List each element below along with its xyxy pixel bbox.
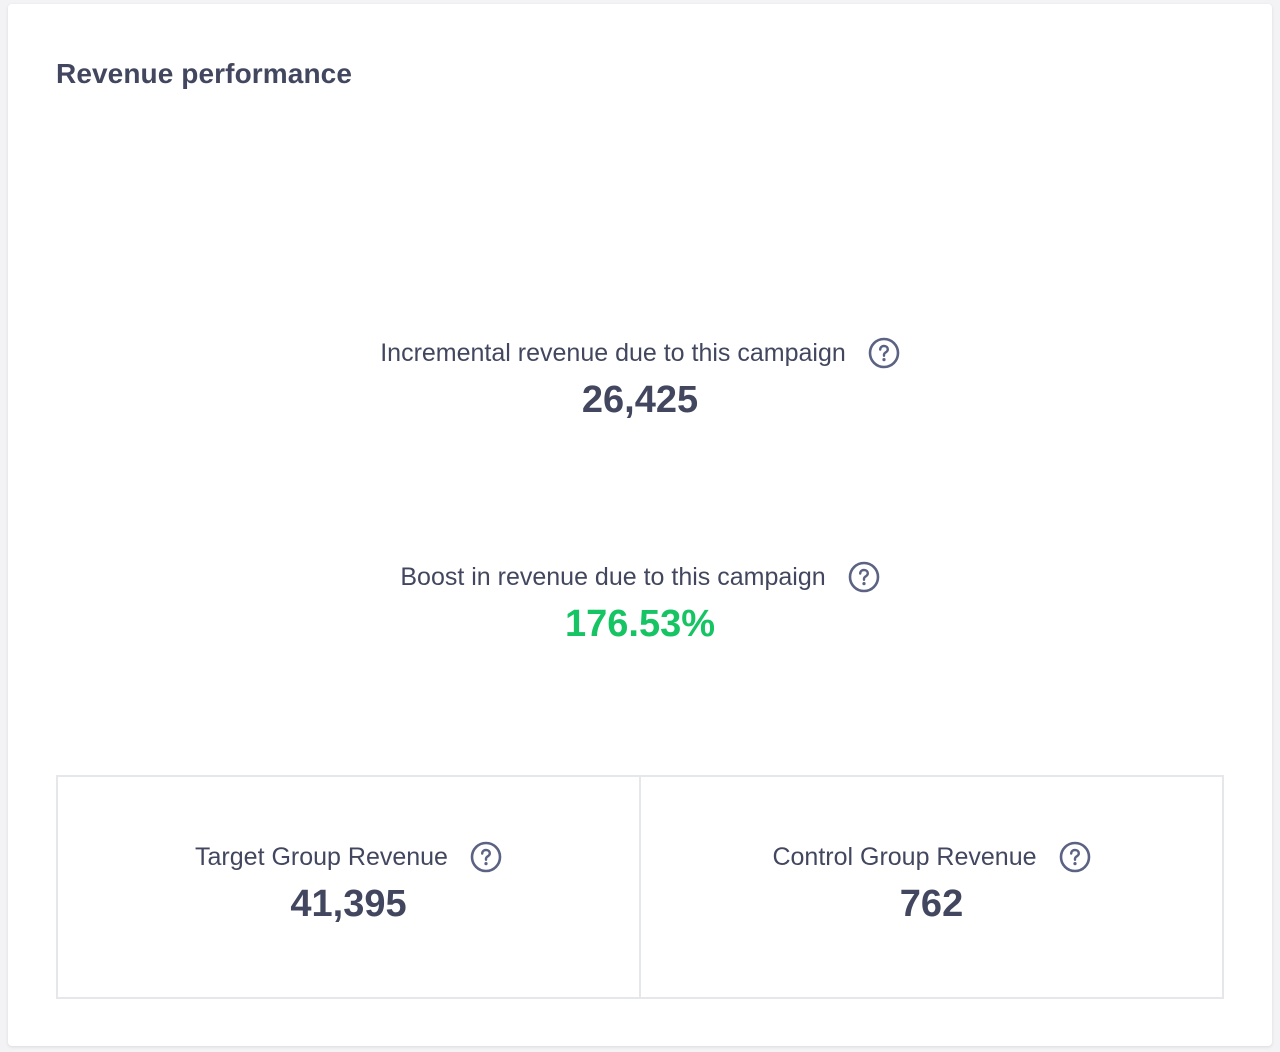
control-group-value: 762	[899, 883, 964, 925]
help-circle-icon[interactable]	[470, 841, 502, 873]
help-circle-icon[interactable]	[868, 337, 900, 369]
incremental-revenue-value: 26,425	[581, 379, 699, 421]
help-circle-icon[interactable]	[848, 561, 880, 593]
incremental-revenue-metric: Incremental revenue due to this campaign…	[8, 337, 1272, 422]
control-group-cell: Control Group Revenue 762	[639, 777, 1222, 997]
boost-revenue-label: Boost in revenue due to this campaign	[400, 562, 826, 591]
help-circle-icon[interactable]	[1059, 841, 1091, 873]
group-revenue-panel: Target Group Revenue 41,395 Control Grou…	[56, 775, 1224, 999]
metric-label-row: Incremental revenue due to this campaign	[380, 337, 900, 369]
metric-label-row: Target Group Revenue	[195, 841, 502, 873]
boost-revenue-metric: Boost in revenue due to this campaign 17…	[8, 561, 1272, 646]
metric-label-row: Control Group Revenue	[772, 841, 1090, 873]
target-group-value: 41,395	[290, 883, 407, 925]
control-group-label: Control Group Revenue	[772, 842, 1037, 871]
boost-revenue-value: 176.53%	[564, 603, 715, 645]
metric-label-row: Boost in revenue due to this campaign	[400, 561, 879, 593]
target-group-label: Target Group Revenue	[195, 842, 448, 871]
revenue-performance-card: Revenue performance Incremental revenue …	[8, 4, 1272, 1046]
incremental-revenue-label: Incremental revenue due to this campaign	[380, 338, 846, 367]
target-group-cell: Target Group Revenue 41,395	[58, 777, 639, 997]
card-title: Revenue performance	[56, 58, 353, 89]
